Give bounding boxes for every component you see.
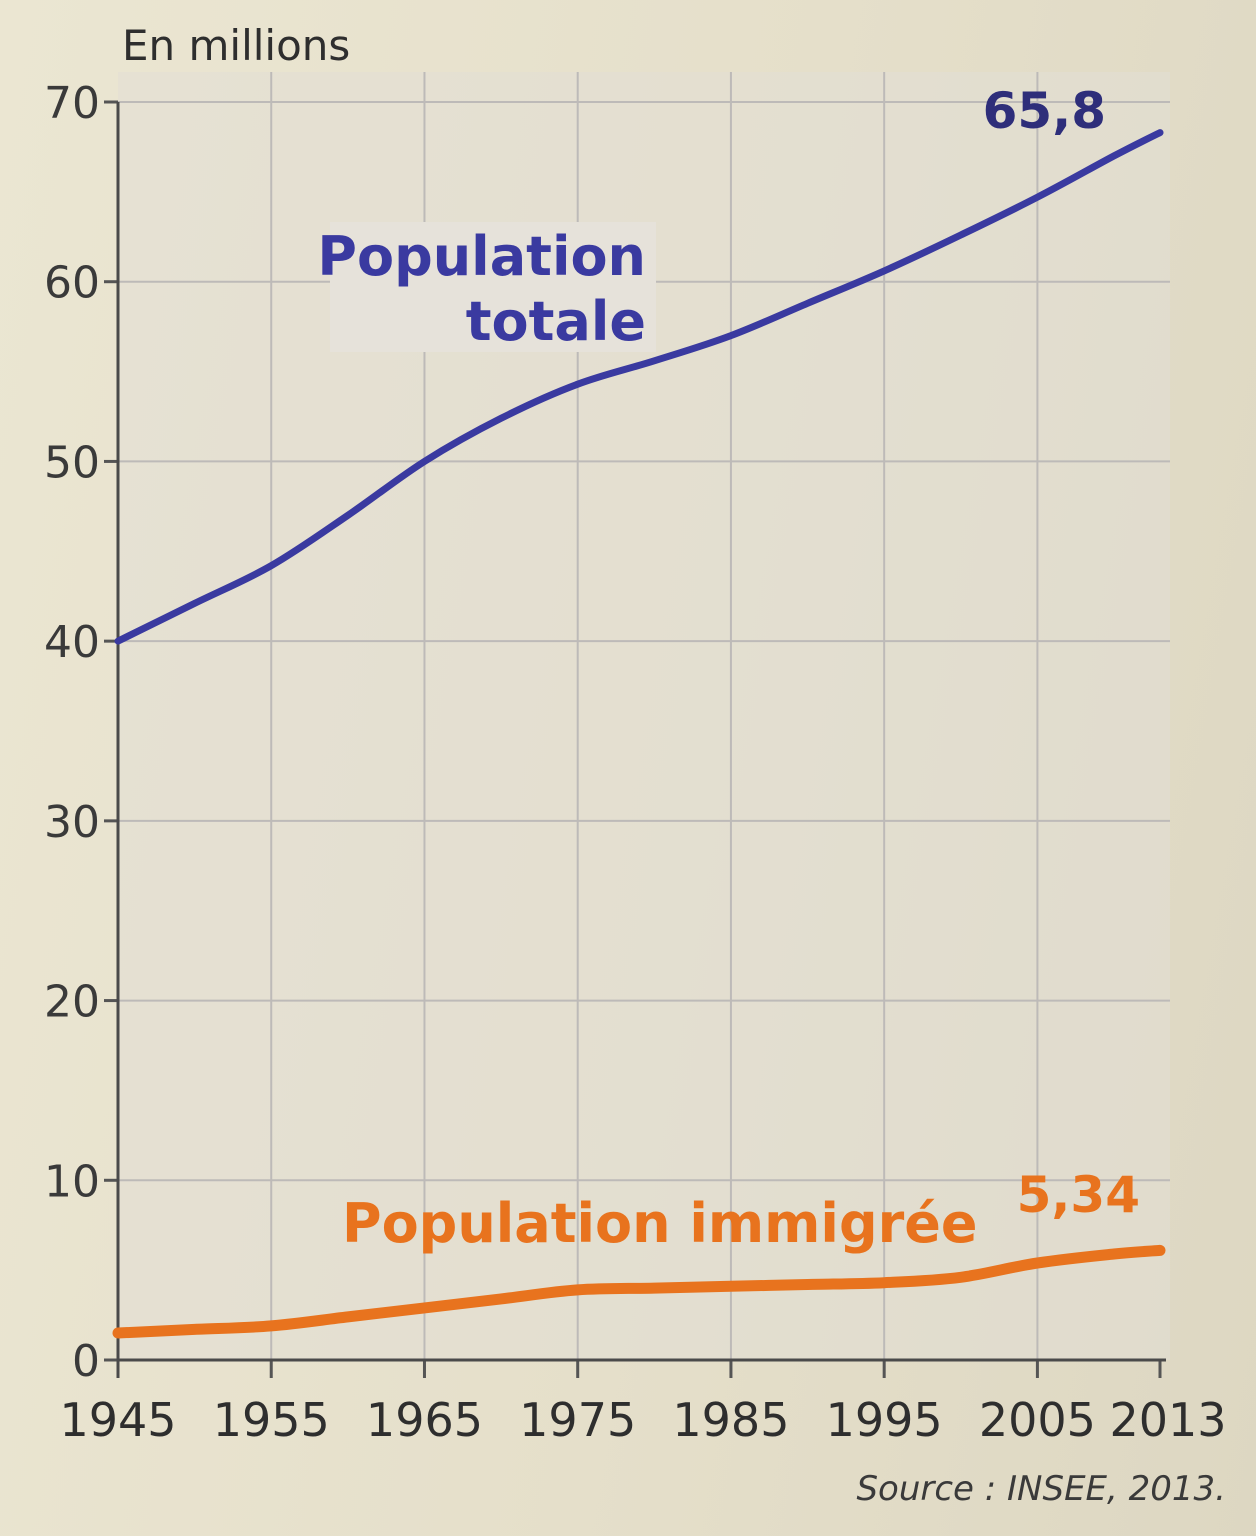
x-tick-label: 1995 <box>826 1393 943 1447</box>
x-tick-label: 1975 <box>519 1393 636 1447</box>
end-label-population-totale: 65,8 <box>983 82 1106 140</box>
y-unit-label: En millions <box>122 21 350 70</box>
x-tick-label: 2005 <box>979 1393 1096 1447</box>
series-line-population-immigree <box>112 1244 1166 1339</box>
y-tick-label: 10 <box>44 1156 100 1207</box>
y-tick-label: 60 <box>44 258 100 309</box>
x-tick-label: 2013 <box>1109 1393 1226 1447</box>
x-tick-label: 1985 <box>672 1393 789 1447</box>
y-tick-label: 40 <box>44 617 100 668</box>
axes: 0 10 20 30 40 50 60 70 1945 1955 1965 1975 1985 1995 2… <box>44 21 1227 1447</box>
y-tick-label: 50 <box>44 437 100 488</box>
series-label-population-totale-line1: Population <box>317 225 646 288</box>
x-tick-label: 1965 <box>366 1393 483 1447</box>
series-label-population-totale-line2: totale <box>466 290 646 353</box>
y-tick-label: 20 <box>44 977 100 1028</box>
y-tick-label: 0 <box>72 1336 100 1387</box>
x-tick-label: 1945 <box>59 1393 176 1447</box>
y-tick-label: 30 <box>44 797 100 848</box>
end-label-population-immigree: 5,34 <box>1017 1166 1140 1224</box>
source-note: Source : INSEE, 2013. <box>856 1469 1226 1509</box>
x-tick-label: 1955 <box>213 1393 330 1447</box>
label-backdrop <box>330 222 656 352</box>
series <box>112 129 1166 1339</box>
y-tick-label: 70 <box>44 78 100 129</box>
series-label-population-immigree: Population immigrée <box>342 1192 977 1255</box>
series-line-population-totale <box>114 129 1164 645</box>
